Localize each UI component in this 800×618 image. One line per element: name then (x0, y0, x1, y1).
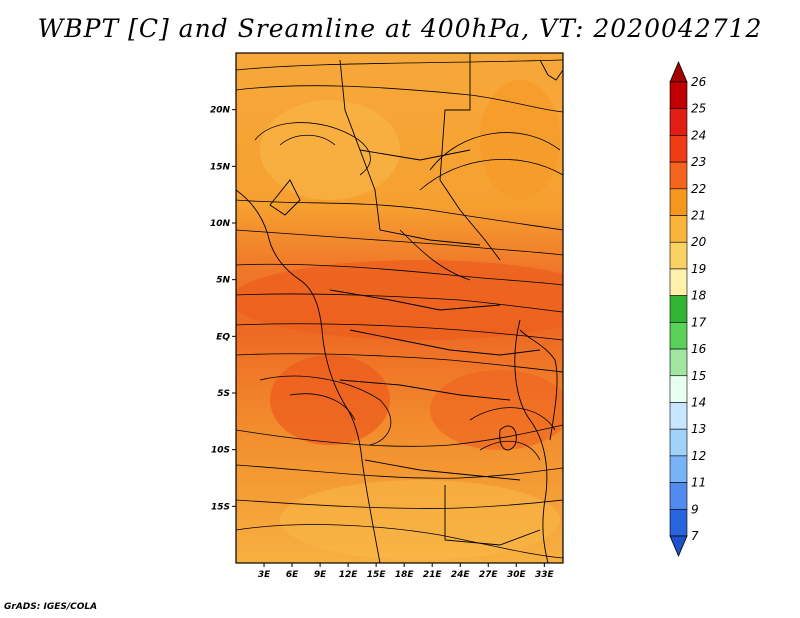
colorbar-bottom-arrow (669, 535, 688, 558)
colorbar-label: 17 (691, 315, 707, 329)
lon-tick-label: 12E (339, 570, 359, 580)
colorbar-swatch (669, 161, 688, 190)
lon-tick-label: 15E (367, 570, 387, 580)
colorbar-swatch (669, 428, 688, 457)
lat-tick-label: 10S (211, 446, 230, 456)
lon-tick-label: 24E (451, 570, 471, 580)
colorbar-label: 15 (691, 369, 706, 383)
colorbar-swatch (669, 108, 688, 136)
colorbar-swatch (669, 241, 688, 270)
lat-tick-label: 20N (210, 106, 231, 116)
lat-tick-label: 5S (217, 389, 230, 399)
lat-tick-label: 10N (210, 219, 231, 229)
colorbar-swatch (669, 135, 688, 163)
colorbar-label: 11 (691, 476, 706, 490)
colorbar-label: 7 (691, 529, 699, 543)
colorbar-label: 26 (691, 75, 707, 89)
colorbar-swatch (669, 402, 688, 430)
colorbar-swatch (669, 188, 688, 216)
lon-tick-label: 21E (423, 570, 443, 580)
grads-credit: GrADS: IGES/COLA (4, 602, 98, 612)
longitude-axis: 3E 6E 9E 12E 15E 18E 21E 24E 27E 30E 33E (258, 563, 555, 580)
map-frame (235, 52, 564, 564)
map-title: WBPT [C] and Sreamline at 400hPa, VT: 20… (37, 14, 763, 43)
lon-tick-label: 18E (395, 570, 415, 580)
lon-tick-label: 3E (258, 570, 271, 580)
colorbar-swatch (669, 322, 688, 350)
wbpt-warm-band (236, 260, 563, 340)
colorbar-label: 16 (691, 342, 707, 356)
lat-tick-label: EQ (216, 332, 230, 342)
colorbar-swatch (669, 375, 688, 403)
lat-tick-label: 15S (211, 502, 230, 512)
wbpt-cool-south (280, 480, 560, 560)
wbpt-warm-east (430, 370, 563, 450)
wbpt-cool-north (260, 100, 400, 200)
colorbar-swatch (669, 508, 688, 537)
lon-tick-label: 27E (479, 570, 499, 580)
colorbar-swatch (669, 482, 688, 510)
colorbar-swatch (669, 455, 688, 483)
lat-tick-label: 5N (216, 276, 230, 286)
wbpt-warm-core (270, 355, 390, 445)
colorbar-label: 14 (691, 395, 706, 409)
colorbar-swatch (669, 348, 688, 377)
colorbar-top-arrow (669, 60, 688, 83)
colorbar-label: 12 (691, 449, 706, 463)
lon-tick-label: 33E (535, 570, 555, 580)
wbpt-ne-patch (480, 80, 560, 200)
colorbar-swatch (669, 81, 688, 110)
colorbar-label: 19 (691, 262, 706, 276)
country-borders (236, 53, 563, 563)
lon-tick-label: 6E (286, 570, 299, 580)
colorbar-label: 13 (691, 422, 706, 436)
lon-tick-label: 9E (314, 570, 327, 580)
colorbar-label: 25 (691, 102, 706, 116)
lon-tick-label: 30E (507, 570, 527, 580)
colorbar-swatch (669, 295, 688, 323)
colorbar-label: 24 (691, 128, 706, 142)
colorbar-label: 20 (691, 235, 707, 249)
colorbar-swatch (669, 215, 688, 243)
colorbar-label: 23 (691, 155, 706, 169)
colorbar-label: 18 (691, 289, 707, 303)
colorbar-swatch (669, 268, 688, 296)
lat-tick-label: 15N (210, 162, 231, 172)
latitude-axis: 20N 15N 10N 5N EQ 5S 10S 15S (210, 106, 236, 512)
colorbar: 26 25 24 23 22 21 20 19 18 17 16 15 14 13 12 11 9 7 (669, 60, 707, 558)
colorbar-label: 9 (691, 502, 699, 516)
colorbar-label: 22 (691, 182, 706, 196)
map-panel (236, 53, 563, 563)
colorbar-label: 21 (691, 209, 706, 223)
